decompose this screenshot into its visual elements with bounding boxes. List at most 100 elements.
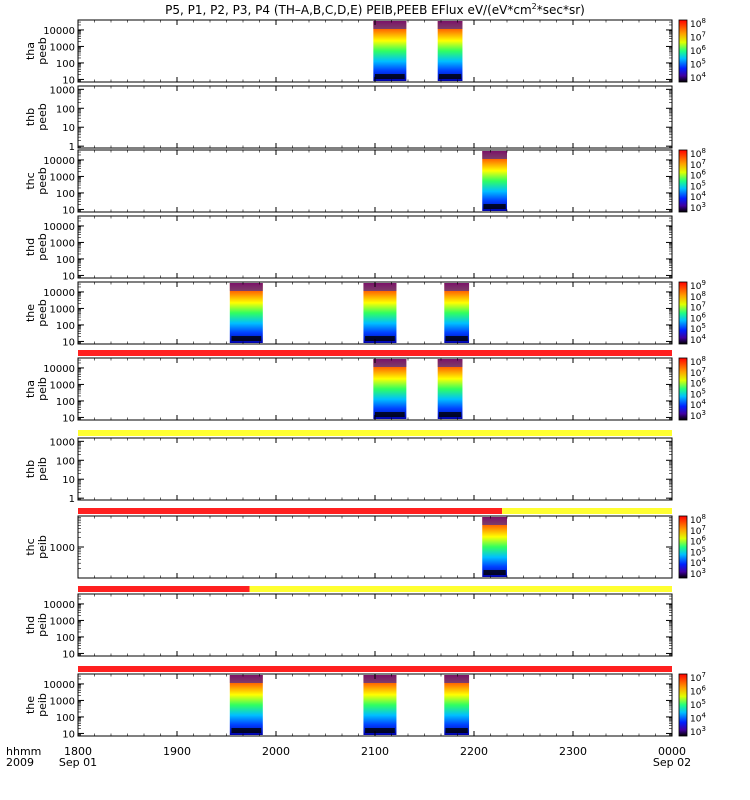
mode-bar-segment	[78, 586, 250, 592]
colorbar-tick-label: 104	[690, 190, 706, 203]
colorbar-tick-label: 105	[690, 387, 706, 400]
spacecraft-potential-trace	[375, 412, 405, 417]
spacecraft-potential-trace	[365, 336, 395, 341]
y-tick-label: 1	[69, 142, 75, 153]
panel-probe-label: thd	[24, 238, 37, 256]
colorbar	[678, 673, 688, 737]
panel-probe-label: tha	[24, 380, 37, 398]
spacecraft-potential-trace	[445, 336, 468, 341]
spectrogram-burst	[229, 675, 263, 735]
spectrogram-burst-highenergy	[373, 359, 407, 367]
colorbar-tick-label: 105	[690, 179, 706, 192]
y-tick-label: 10	[62, 205, 75, 216]
colorbar-tick-label: 107	[690, 31, 706, 44]
y-tick-label: 1000	[50, 172, 75, 183]
y-tick-label: 1000	[50, 304, 75, 315]
spectrogram-burst-highenergy	[363, 283, 397, 291]
spacecraft-potential-trace	[231, 336, 262, 341]
colorbar-tick-label: 106	[690, 44, 706, 57]
spectrogram-burst-highenergy	[482, 517, 507, 525]
colorbar-tick-label: 105	[690, 545, 706, 558]
colorbar-tick-label: 109	[690, 279, 706, 292]
spectrogram-burst-highenergy	[444, 675, 470, 683]
spectrogram-burst-highenergy	[229, 283, 263, 291]
colorbar-tick-label: 107	[690, 366, 706, 379]
time-axis-row-label-year: 2009	[6, 756, 34, 769]
colorbar-tick-label: 104	[690, 556, 706, 569]
panel-frame	[77, 85, 673, 149]
y-tick-label: 10000	[43, 600, 75, 611]
panel-instrument-label: peeb	[36, 299, 49, 327]
spectrogram-burst	[373, 21, 407, 81]
colorbar-tick-label: 103	[690, 725, 706, 738]
time-tick-label: 1900	[163, 745, 191, 758]
colorbar-tick-label: 108	[690, 513, 706, 526]
colorbar	[678, 515, 688, 579]
panel-frame	[77, 593, 673, 657]
colorbar-tick-label: 103	[690, 201, 706, 214]
spacecraft-potential-trace	[445, 728, 468, 733]
colorbar-tick-label: 107	[690, 524, 706, 537]
panel-thd-peeb: 10 100 1000 10000 thd peeb	[24, 215, 673, 282]
colorbar-tick-label: 103	[690, 567, 706, 580]
colorbar-tick-label: 108	[690, 355, 706, 368]
panel-probe-label: the	[24, 304, 37, 322]
panel-instrument-label: peib	[36, 613, 49, 637]
y-tick-label: 100	[56, 255, 75, 266]
panel-instrument-label: peeb	[36, 37, 49, 65]
time-tick-label: 2200	[460, 745, 488, 758]
y-tick-label: 100	[56, 104, 75, 115]
spectrogram-burst	[229, 283, 263, 343]
colorbar-tick-label: 106	[690, 311, 706, 324]
colorbar-tick-label: 106	[690, 685, 706, 698]
colorbar-tick-label: 107	[690, 301, 706, 314]
spectrogram-burst	[482, 517, 507, 577]
panel-instrument-label: peib	[36, 457, 49, 481]
colorbar	[678, 357, 688, 421]
plot-title: P5, P1, P2, P3, P4 (TH–A,B,C,D,E) PEIB,P…	[165, 2, 585, 17]
plot-title-main: P5, P1, P2, P3, P4 (TH–A,B,C,D,E) PEIB,P…	[165, 3, 532, 17]
colorbar-tick-label: 108	[690, 147, 706, 160]
y-tick-label: 100	[56, 713, 75, 724]
time-tick-date: Sep 01	[59, 756, 97, 769]
plot-title-tail: *sec*sr)	[537, 3, 585, 17]
colorbar-tick-label: 104	[690, 398, 706, 411]
spectrogram-burst	[444, 283, 470, 343]
panel-frame	[77, 149, 673, 213]
spectrogram-burst	[444, 675, 470, 735]
y-tick-label: 1000	[50, 696, 75, 707]
colorbar-tick-label: 106	[690, 535, 706, 548]
y-tick-label: 10	[62, 271, 75, 282]
panel-probe-label: thb	[24, 460, 37, 478]
y-tick-label: 100	[56, 321, 75, 332]
spectrogram-burst-highenergy	[437, 21, 463, 29]
y-tick-label: 10	[62, 75, 75, 86]
panel-instrument-label: peeb	[36, 103, 49, 131]
colorbar-tick-label: 105	[690, 58, 706, 71]
y-tick-label: 10	[62, 729, 75, 740]
panel-thd-peib: 10 100 1000 10000 thd peib	[24, 586, 673, 660]
y-tick-label: 10000	[43, 364, 75, 375]
panel-instrument-label: peib	[36, 693, 49, 717]
panel-frame	[77, 215, 673, 279]
time-tick-label: 0000	[658, 745, 686, 758]
panel-frame	[77, 515, 673, 579]
panel-instrument-label: peeb	[36, 167, 49, 195]
y-tick-label: 1000	[50, 380, 75, 391]
time-axis-row-label-hhmm: hhmm	[6, 745, 41, 758]
spectrogram-burst-highenergy	[229, 675, 263, 683]
panel-probe-label: thc	[24, 538, 37, 555]
y-tick-label: 10	[62, 649, 75, 660]
panel-instrument-label: peib	[36, 377, 49, 401]
mode-bar-segment	[78, 666, 672, 672]
colorbar-tick-label: 104	[690, 333, 706, 346]
y-tick-label: 100	[56, 189, 75, 200]
mode-bar-segment	[78, 508, 503, 514]
y-tick-label: 10	[62, 123, 75, 134]
y-tick-label: 10000	[43, 156, 75, 167]
